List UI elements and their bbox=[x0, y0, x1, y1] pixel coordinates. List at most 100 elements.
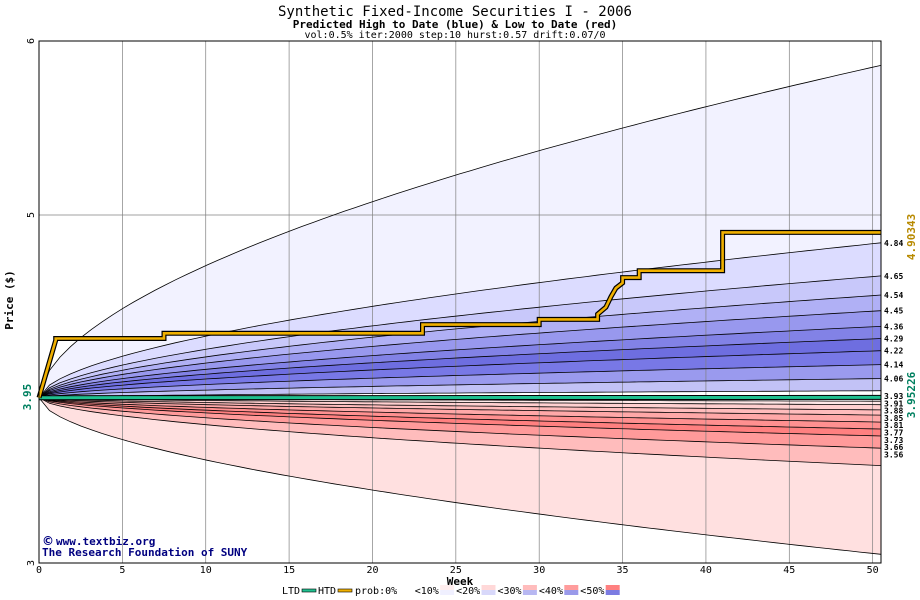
legend: LTD HTD prob:0% <10% <20% <30% <40% <50% bbox=[282, 585, 620, 597]
y-tick-labels: 3 5 6 bbox=[26, 38, 37, 566]
series bbox=[36, 229, 882, 401]
upper-band-boundary-4 bbox=[38, 310, 882, 399]
upper-band-9 bbox=[39, 378, 881, 398]
upper-band-7 bbox=[39, 350, 881, 398]
band-value-label: 3.81 bbox=[884, 421, 903, 430]
legend-ltd-swatch bbox=[301, 588, 317, 593]
band-value-label: 3.85 bbox=[884, 414, 903, 423]
lower-band-3 bbox=[39, 397, 881, 423]
lower-band-boundary-5 bbox=[38, 397, 882, 430]
band-value-label: 4.22 bbox=[884, 347, 903, 356]
lower-band-8 bbox=[39, 397, 881, 555]
lower-band-6 bbox=[39, 397, 881, 449]
lower-band-7 bbox=[39, 397, 881, 466]
lower-band-1 bbox=[39, 397, 881, 410]
x-tick-labels: 0 5 10 15 20 25 30 35 40 45 50 bbox=[36, 565, 879, 576]
legend-prob-swatch-4 bbox=[564, 585, 579, 595]
upper-band-boundary-3 bbox=[38, 294, 882, 399]
band-value-label: 4.29 bbox=[884, 335, 903, 344]
legend-prob-swatch-3 bbox=[522, 585, 537, 595]
band-value-label: 4.36 bbox=[884, 322, 903, 331]
band-value-labels: 4.84 4.65 4.54 4.45 4.36 4.29 4.22 4.14 4.06 3.93… bbox=[884, 239, 903, 460]
y-tick-label: 6 bbox=[26, 38, 37, 44]
copyright-icon: © bbox=[42, 534, 54, 548]
lower-band-4 bbox=[39, 397, 881, 429]
band-value-label: 4.14 bbox=[884, 361, 903, 370]
chart-params: vol:0.5% iter:2000 step:10 hurst:0.57 dr… bbox=[304, 30, 605, 41]
lower-band-boundary-4 bbox=[38, 397, 882, 423]
credits-org: The Research Foundation of SUNY bbox=[42, 546, 248, 559]
upper-band-1 bbox=[39, 242, 881, 398]
legend-prob-label-4: <40% bbox=[539, 586, 563, 597]
lower-band-boundary-3 bbox=[38, 397, 882, 416]
x-tick-label: 25 bbox=[450, 565, 462, 576]
legend-ltd-label: LTD bbox=[282, 586, 300, 597]
lower-band-boundary-2 bbox=[38, 397, 882, 411]
upper-band-boundary-2 bbox=[38, 275, 882, 398]
legend-htd-swatch bbox=[337, 588, 353, 593]
legend-prob-swatch-5 bbox=[605, 585, 620, 595]
x-tick-label: 5 bbox=[119, 565, 125, 576]
upper-band-2 bbox=[39, 275, 881, 398]
band-value-label: 3.91 bbox=[884, 399, 903, 408]
chart-title: Synthetic Fixed-Income Securities I - 20… bbox=[278, 4, 632, 20]
x-axis-label: Week bbox=[447, 575, 474, 588]
upper-band-0 bbox=[39, 65, 881, 398]
y-tick-label: 3 bbox=[26, 560, 37, 566]
legend-prob-swatch-2 bbox=[481, 585, 496, 595]
high-to-date-final-label: 4.90343 bbox=[905, 214, 918, 260]
upper-band-boundary-8 bbox=[38, 364, 882, 399]
legend-prob-label-2: <20% bbox=[456, 586, 480, 597]
band-value-label: 3.56 bbox=[884, 450, 903, 459]
band-value-label: 4.65 bbox=[884, 272, 903, 281]
band-value-label: 4.84 bbox=[884, 239, 903, 248]
low-to-date-final-label: 3.95226 bbox=[905, 371, 918, 418]
plot-frame bbox=[38, 40, 882, 564]
upper-band-boundary-5 bbox=[38, 326, 882, 399]
band-value-label: 3.88 bbox=[884, 407, 903, 416]
upper-band-4 bbox=[39, 310, 881, 398]
band-value-label: 3.93 bbox=[884, 392, 903, 401]
x-tick-label: 45 bbox=[783, 565, 795, 576]
chart-subtitle: Predicted High to Date (blue) & Low to D… bbox=[293, 18, 618, 31]
lower-band-boundary-9 bbox=[38, 397, 882, 555]
lower-band-boundary-6 bbox=[38, 397, 882, 437]
upper-band-5 bbox=[39, 326, 881, 398]
lower-band-boundary-1 bbox=[38, 397, 882, 406]
band-value-label: 4.45 bbox=[884, 307, 903, 316]
x-tick-label: 40 bbox=[700, 565, 712, 576]
x-tick-label: 30 bbox=[533, 565, 545, 576]
upper-band-boundary-7 bbox=[38, 350, 882, 399]
band-value-label: 3.73 bbox=[884, 436, 903, 445]
legend-prob-swatch-0 bbox=[398, 585, 413, 595]
probability-bands bbox=[39, 65, 881, 555]
upper-band-boundary-1 bbox=[38, 242, 882, 398]
credits: © www.textbiz.org The Research Foundatio… bbox=[42, 534, 248, 559]
upper-band-8 bbox=[39, 364, 881, 398]
legend-prob-label-5: <50% bbox=[580, 586, 604, 597]
band-value-label: 3.66 bbox=[884, 443, 903, 452]
lower-band-boundary-7 bbox=[38, 397, 882, 449]
x-tick-label: 0 bbox=[36, 565, 42, 576]
band-value-label: 4.54 bbox=[884, 291, 903, 300]
x-tick-label: 35 bbox=[617, 565, 629, 576]
legend-prob-label-0: prob:0% bbox=[355, 586, 397, 597]
y-tick-label: 5 bbox=[26, 212, 37, 218]
x-tick-label: 50 bbox=[867, 565, 879, 576]
legend-prob-label-3: <30% bbox=[498, 586, 522, 597]
band-value-label: 3.77 bbox=[884, 429, 903, 438]
lower-band-2 bbox=[39, 397, 881, 416]
lower-band-boundary-8 bbox=[38, 397, 882, 466]
upper-band-boundary-6 bbox=[38, 338, 882, 399]
upper-band-3 bbox=[39, 295, 881, 398]
upper-band-boundary-0 bbox=[38, 65, 882, 398]
legend-prob-swatch-1 bbox=[440, 585, 455, 595]
x-tick-label: 10 bbox=[200, 565, 212, 576]
legend-prob-label-1: <10% bbox=[415, 586, 439, 597]
start-price-label: 3.95 bbox=[21, 384, 34, 411]
x-tick-label: 20 bbox=[366, 565, 378, 576]
credits-url: www.textbiz.org bbox=[56, 535, 155, 548]
band-value-label: 4.06 bbox=[884, 375, 903, 384]
x-tick-label: 15 bbox=[283, 565, 295, 576]
